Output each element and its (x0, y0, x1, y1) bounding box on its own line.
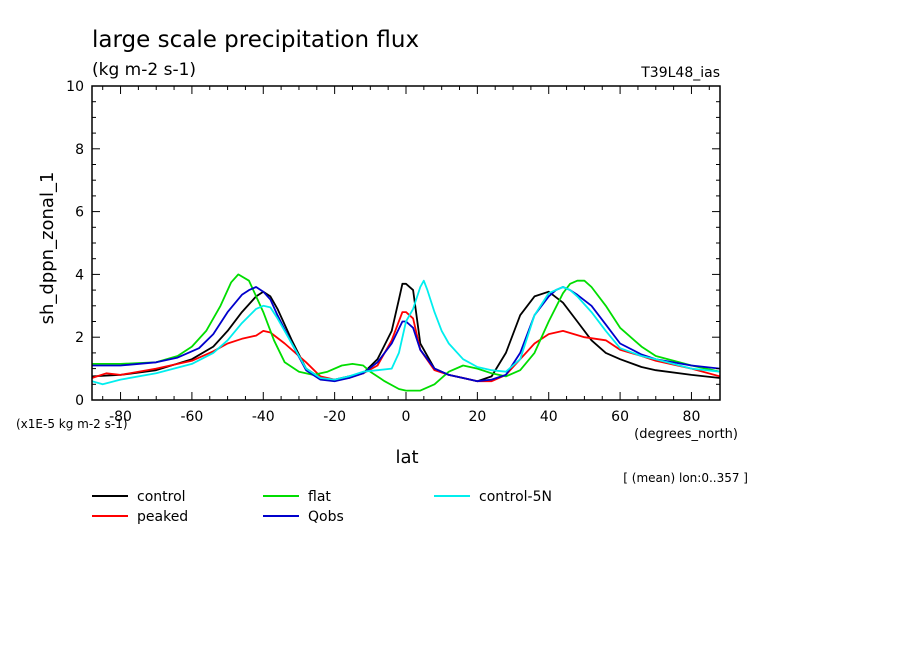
series-line-peaked (92, 311, 720, 383)
y-tick-label: 8 (75, 142, 84, 158)
x-tick-label: -80 (109, 409, 132, 425)
x-tick-label: 20 (468, 409, 486, 425)
series-group (92, 273, 720, 392)
legend-label-peaked: peaked (137, 509, 188, 525)
chart-subtitle: (kg m-2 s-1) (92, 60, 196, 80)
y-tick-label: 6 (75, 205, 84, 221)
y-tick-label: 0 (75, 393, 84, 409)
x-tick-label: 0 (402, 409, 411, 425)
x-tick-label: 60 (611, 409, 629, 425)
y-tick-label: 4 (75, 267, 84, 283)
series-line-qobs (92, 286, 720, 383)
y-axis-label: sh_dppn_zonal_1 (37, 172, 58, 325)
x-axis-units: (degrees_north) (634, 427, 738, 442)
y-tick-label: 10 (66, 79, 84, 95)
x-axis-label: lat (395, 447, 418, 468)
legend-label-qobs: Qobs (308, 509, 344, 525)
y-scale-note: (x1E-5 kg m-2 s-1) (16, 417, 128, 431)
legend-label-control-5n: control-5N (479, 489, 552, 505)
y-tick-label: 2 (75, 330, 84, 346)
footnote: [ (mean) lon:0..357 ] (623, 471, 748, 485)
series-line-control-5n (92, 279, 720, 386)
legend-label-flat: flat (308, 489, 331, 505)
x-tick-label: 80 (683, 409, 701, 425)
x-tick-label: -40 (252, 409, 275, 425)
legend-label-control: control (137, 489, 186, 505)
experiment-label: T39L48_ias (640, 65, 720, 81)
x-tick-label: -20 (323, 409, 346, 425)
x-tick-label: -60 (180, 409, 203, 425)
chart-title: large scale precipitation flux (92, 27, 419, 53)
x-tick-label: 40 (540, 409, 558, 425)
legend: control peaked flat Qobs control-5N (92, 489, 552, 525)
ticks-group: -80 -60 -40 -20 0 20 40 60 80 0 2 4 6 8 10 (66, 79, 720, 425)
series-line-flat (92, 273, 720, 392)
series-line-control (92, 282, 720, 383)
